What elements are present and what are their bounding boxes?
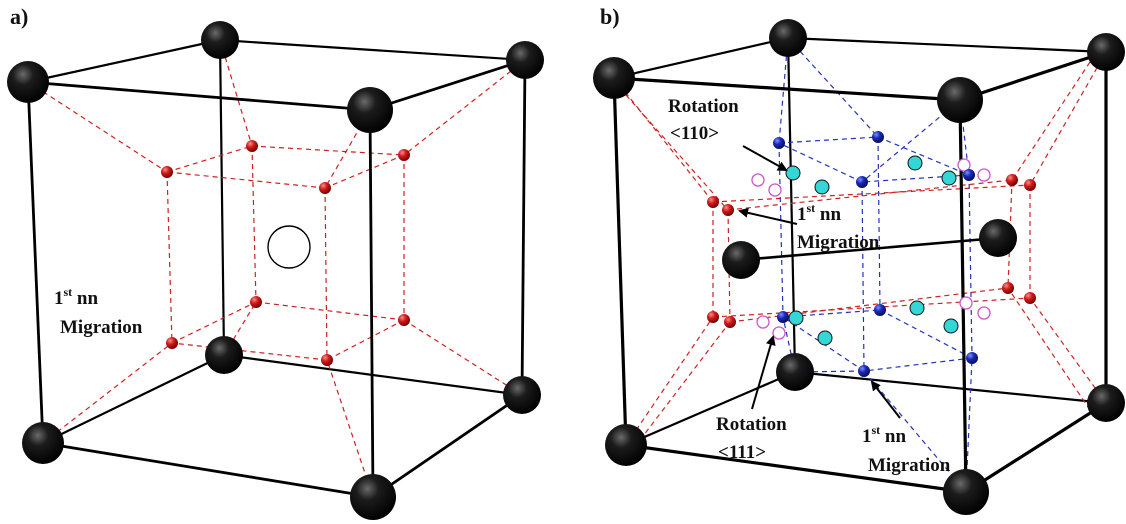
- panel-a: a) 1st nn Migration: [7, 4, 544, 520]
- panel-b-label: b): [600, 4, 620, 29]
- cyan-site: [817, 330, 833, 346]
- corner-atom: [937, 77, 983, 123]
- corner-atom: [1087, 33, 1125, 71]
- panel-b-arrows: [738, 145, 901, 419]
- red-site: [250, 296, 262, 308]
- interstitial-bond: [740, 236, 999, 262]
- blue-site: [874, 304, 886, 316]
- blue-site: [773, 137, 785, 149]
- cyan-site: [907, 155, 923, 171]
- corner-atom: [943, 469, 989, 515]
- red-site: [398, 314, 410, 326]
- empty-site: [957, 158, 971, 172]
- corner-atom: [7, 61, 49, 103]
- panel-a-red-sites: [161, 140, 410, 366]
- panel-a-corner-atoms: [7, 21, 544, 520]
- red-site: [707, 196, 719, 208]
- panel-b-back-edges: [613, 36, 1107, 447]
- red-site: [722, 204, 734, 216]
- blue-site: [963, 169, 975, 181]
- blue-site: [777, 311, 789, 323]
- corner-atom: [769, 19, 807, 57]
- panel-b-empty-sites: [751, 158, 991, 340]
- panel-b-blue-sites: [773, 131, 978, 377]
- rotation-110-line2: <110>: [670, 123, 719, 144]
- panel-a-dashed-network: [27, 39, 526, 498]
- panel-a-back-edges: [27, 38, 526, 444]
- cyan-site: [785, 165, 801, 181]
- corner-atom: [347, 87, 393, 133]
- rotation-111-line2: <111>: [718, 442, 766, 463]
- blue-site: [872, 131, 884, 143]
- red-site: [707, 311, 719, 323]
- migration-mid-line1: 1st nn: [797, 201, 841, 225]
- empty-site: [751, 173, 765, 187]
- red-site: [1002, 282, 1014, 294]
- red-site: [1024, 179, 1036, 191]
- blue-site: [856, 176, 868, 188]
- panel-a-front-edges: [26, 58, 527, 499]
- red-site: [161, 166, 173, 178]
- corner-atom: [1087, 384, 1125, 422]
- corner-atom: [593, 57, 635, 99]
- corner-atom: [22, 422, 64, 464]
- corner-atom: [776, 353, 814, 391]
- empty-site: [977, 168, 991, 182]
- corner-atom: [350, 474, 396, 520]
- red-site: [1006, 174, 1018, 186]
- corner-atom: [506, 41, 544, 79]
- cyan-site: [788, 310, 804, 326]
- empty-site: [959, 296, 973, 310]
- cyan-site: [814, 179, 830, 195]
- vacancy-circle: [267, 225, 311, 269]
- panel-b-red-network: [613, 51, 1107, 446]
- panel-b-cyan-sites: [785, 155, 959, 346]
- arrow-migration-mid: [738, 207, 798, 225]
- red-site: [319, 182, 331, 194]
- blue-site: [966, 352, 978, 364]
- empty-site: [756, 315, 770, 329]
- arrow-rotation-111: [751, 335, 776, 410]
- red-site: [398, 149, 410, 161]
- empty-site: [768, 183, 782, 197]
- red-site: [246, 140, 258, 152]
- panel-a-label: a): [10, 4, 28, 29]
- corner-atom: [205, 336, 243, 374]
- rotation-110-line1: Rotation: [668, 96, 739, 117]
- panel-b: b) Rotation <110> 1st nn Migration Rotat…: [593, 4, 1125, 515]
- arrow-rotation-110: [742, 145, 788, 171]
- corner-atom: [605, 424, 647, 466]
- rotation-111-line1: Rotation: [716, 414, 787, 435]
- red-site: [321, 354, 333, 366]
- panel-a-migration-line1: 1st nn: [54, 285, 98, 309]
- blue-site: [858, 365, 870, 377]
- panel-b-corner-atoms: [593, 19, 1125, 515]
- red-site: [724, 316, 736, 328]
- interstitial-atom: [979, 219, 1017, 257]
- empty-site: [772, 326, 786, 340]
- empty-site: [977, 306, 991, 320]
- red-site: [166, 337, 178, 349]
- interstitial-atom: [722, 241, 760, 279]
- migration-bottom-line2: Migration: [868, 455, 951, 476]
- cyan-site: [941, 170, 957, 186]
- panel-a-migration-line2: Migration: [60, 317, 143, 338]
- cyan-site: [943, 318, 959, 334]
- corner-atom: [201, 21, 239, 59]
- arrow-migration-bottom: [870, 380, 901, 419]
- cyan-site: [909, 300, 925, 316]
- panel-b-front-edges: [612, 50, 1108, 494]
- migration-bottom-line1: 1st nn: [862, 423, 906, 447]
- migration-mid-line2: Migration: [797, 232, 880, 253]
- corner-atom: [503, 376, 541, 414]
- red-site: [1024, 292, 1036, 304]
- panel-b-red-sites: [707, 174, 1036, 328]
